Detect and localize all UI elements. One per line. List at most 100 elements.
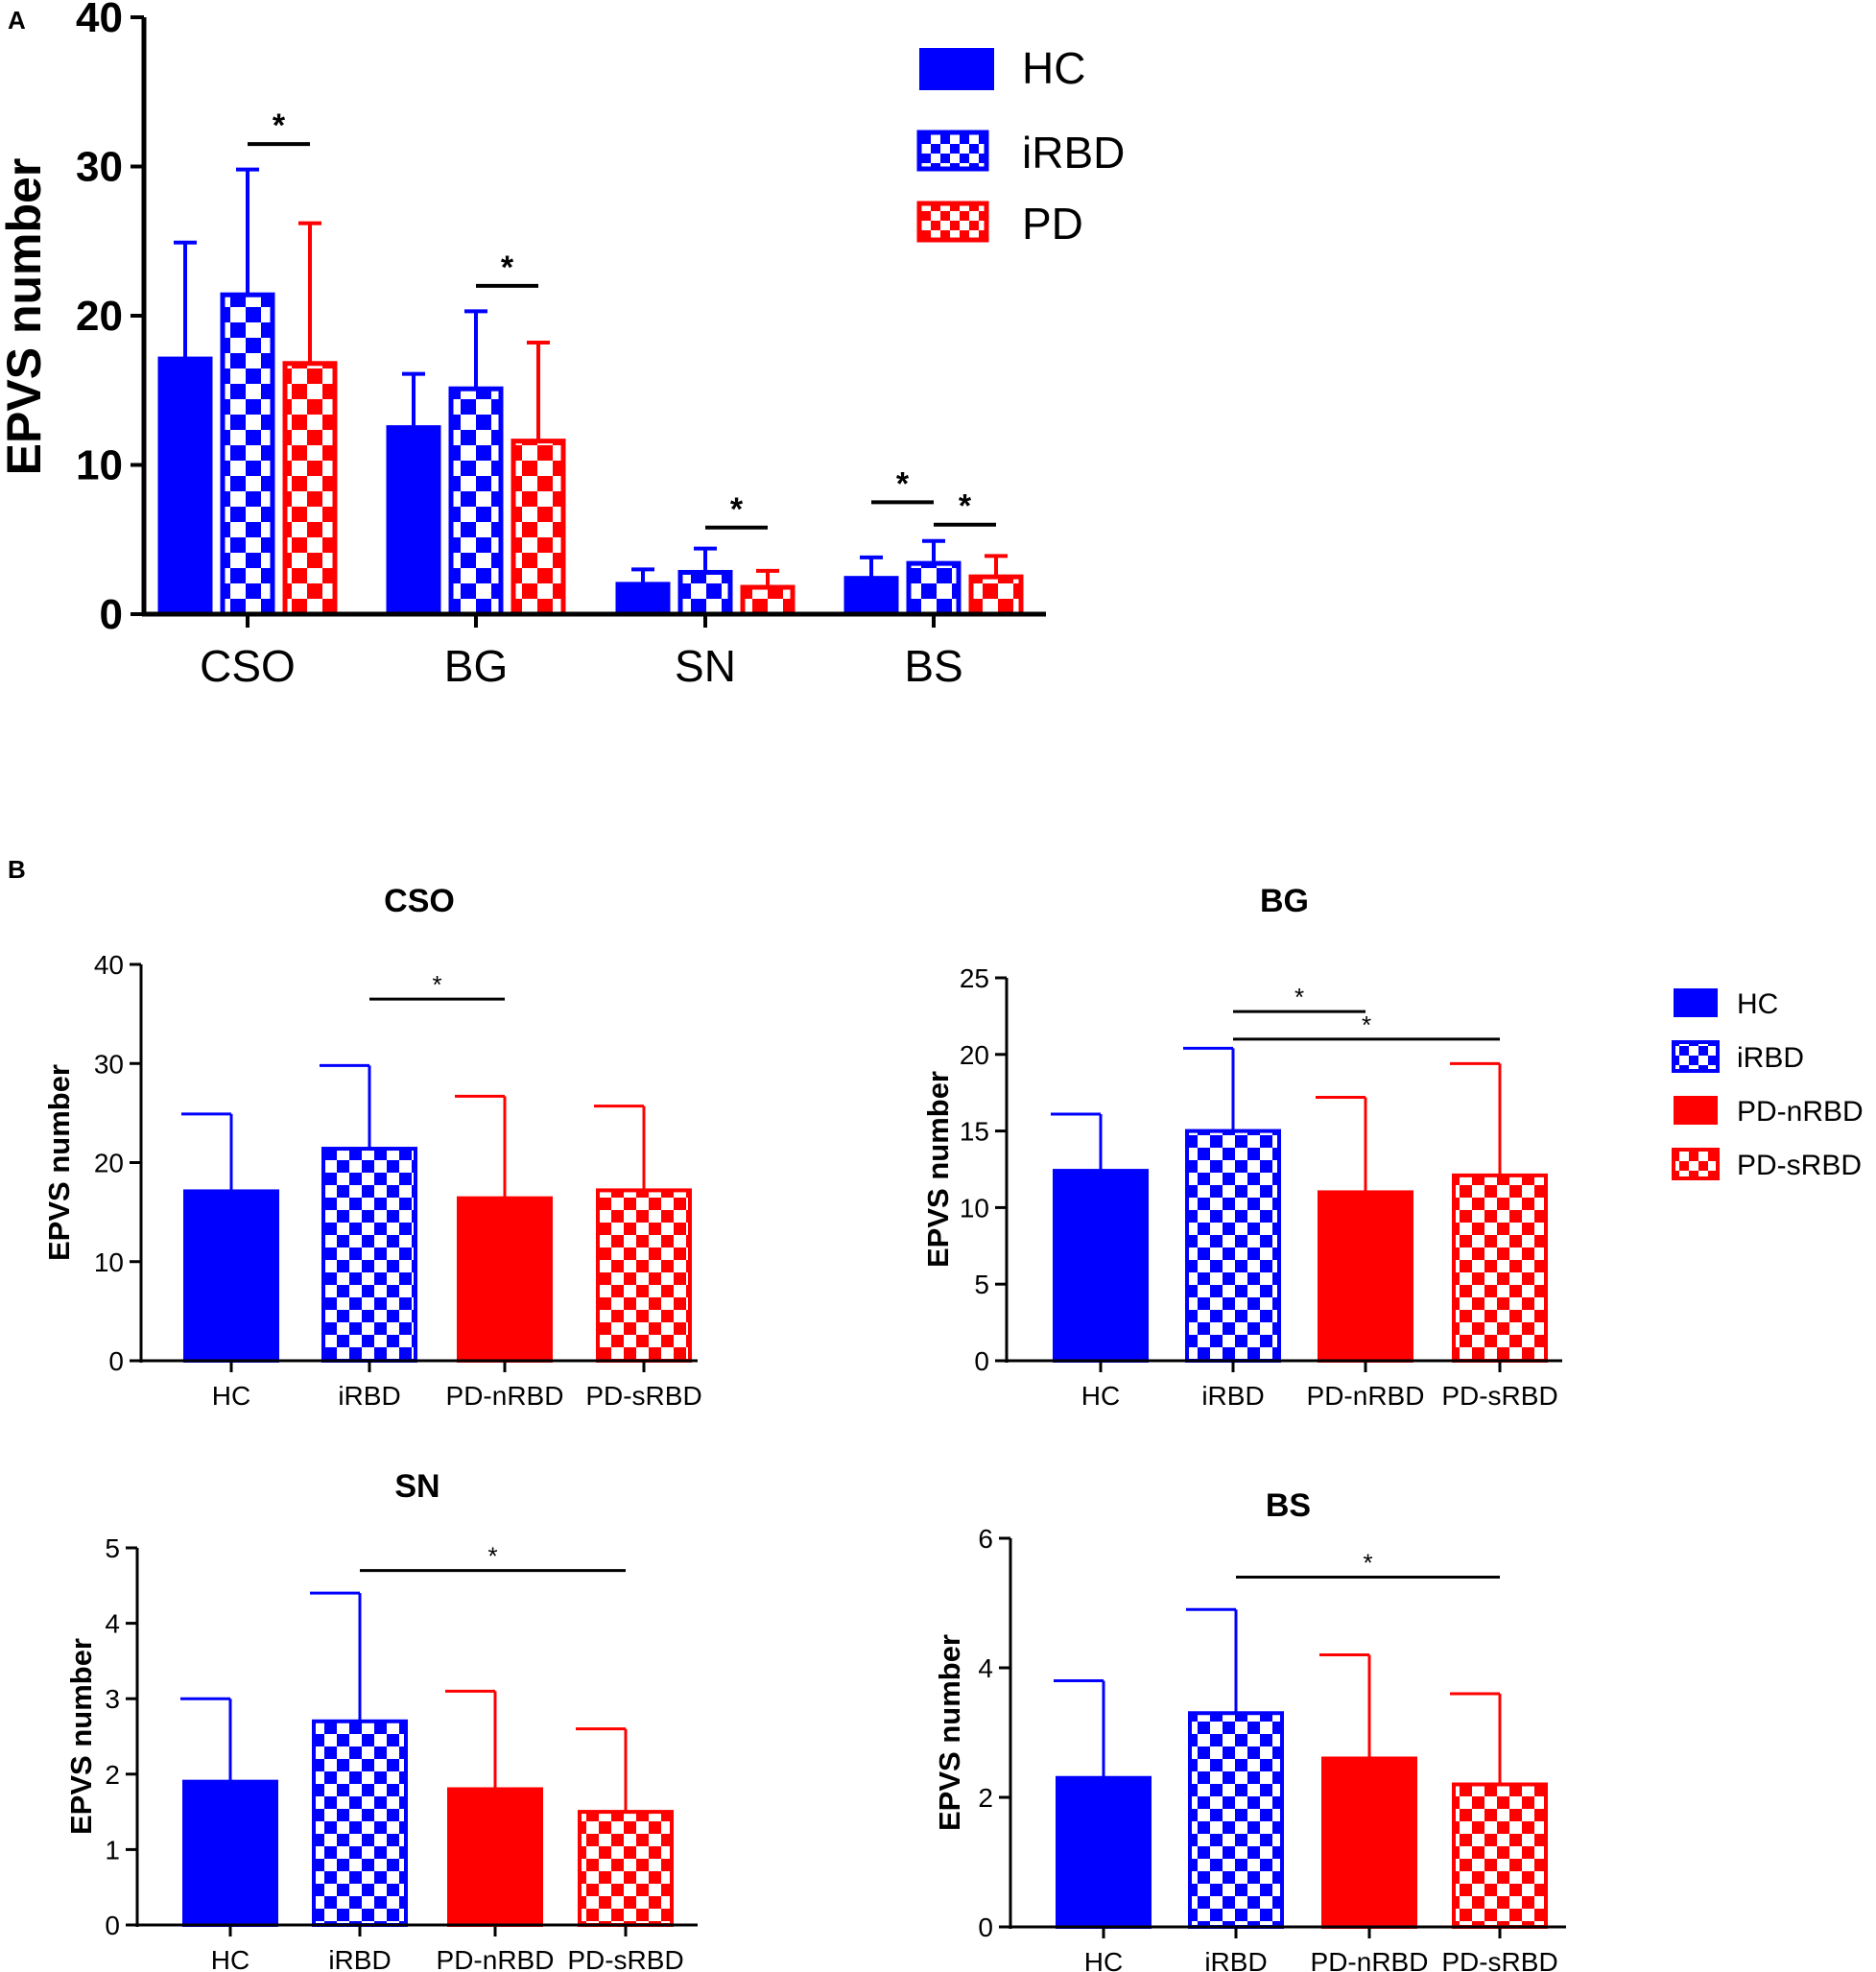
y-tick-label-sn-1: 1 bbox=[105, 1835, 120, 1865]
x-tick-label-sn-hc: HC bbox=[211, 1945, 249, 1972]
bar-bg-pd-nrbd bbox=[1318, 1190, 1413, 1363]
legend-swatch-a-pd bbox=[916, 201, 989, 243]
bar-cso-irbd bbox=[321, 1147, 417, 1364]
y-tick-label-sn-0: 0 bbox=[105, 1911, 120, 1940]
y-tick-label-bg-10: 10 bbox=[960, 1193, 989, 1223]
legend-swatch-b-irbd bbox=[1672, 1040, 1720, 1073]
bar-cso-pd-nrbd bbox=[457, 1196, 553, 1364]
bar-sn-hc bbox=[182, 1779, 278, 1928]
bar-sn-pd-srbd bbox=[578, 1810, 674, 1927]
legend-label-a-irbd: iRBD bbox=[1022, 128, 1125, 178]
bar-a-bs-hc bbox=[843, 576, 899, 617]
significance-star-a-2: * bbox=[730, 491, 744, 528]
x-tick-label-cso-irbd: iRBD bbox=[338, 1381, 400, 1411]
y-tick-label-bg-0: 0 bbox=[974, 1346, 989, 1376]
chart-panel-b-sn: * 0 1 2 3 4 5 HC iRBD PD-nRBD PD-sRBD SN EPVS number bbox=[64, 1468, 698, 1972]
significance-star-a-3: * bbox=[896, 465, 910, 502]
legend-swatch-a-irbd bbox=[916, 130, 989, 172]
x-tick-label-sn-irbd: iRBD bbox=[328, 1945, 391, 1972]
x-tick-label-bg-pd-srbd: PD-sRBD bbox=[1441, 1381, 1557, 1411]
bar-a-bg-pd bbox=[511, 439, 566, 617]
y-axis-label-cso: EPVS number bbox=[42, 1064, 76, 1261]
legend-label-b-hc: HC bbox=[1737, 988, 1778, 1020]
y-tick-label-a-10: 10 bbox=[76, 442, 123, 489]
bar-a-bs-pd bbox=[968, 574, 1024, 617]
y-tick-label-cso-30: 30 bbox=[94, 1049, 124, 1079]
y-axis-label-bs: EPVS number bbox=[933, 1634, 966, 1831]
y-tick-label-bs-2: 2 bbox=[978, 1783, 993, 1813]
x-tick-label-cso-hc: HC bbox=[212, 1381, 250, 1411]
y-axis-label-a: EPVS number bbox=[0, 158, 51, 476]
significance-star-a-1: * bbox=[501, 249, 514, 286]
x-tick-label-a-bg: BG bbox=[444, 641, 508, 691]
y-tick-label-a-0: 0 bbox=[100, 591, 123, 638]
bar-a-bg-hc bbox=[386, 425, 441, 617]
x-tick-label-sn-pd-srbd: PD-sRBD bbox=[567, 1945, 683, 1972]
significance-star-bs-0: * bbox=[1363, 1549, 1372, 1578]
legend-label-a-hc: HC bbox=[1022, 43, 1085, 93]
bar-bg-irbd bbox=[1185, 1129, 1281, 1363]
bar-a-cso-hc bbox=[157, 356, 213, 617]
y-tick-label-bg-15: 15 bbox=[960, 1117, 989, 1147]
significance-star-bg-0: * bbox=[1294, 983, 1304, 1011]
bar-sn-pd-nrbd bbox=[447, 1787, 543, 1928]
x-tick-label-sn-pd-nrbd: PD-nRBD bbox=[437, 1945, 555, 1972]
y-tick-label-sn-2: 2 bbox=[105, 1760, 120, 1790]
legend-label-a-pd: PD bbox=[1022, 199, 1083, 249]
bar-a-sn-pd bbox=[740, 584, 796, 617]
y-axis-label-sn: EPVS number bbox=[64, 1638, 98, 1835]
bar-a-bg-irbd bbox=[448, 386, 504, 617]
legend-panel-a: HC iRBD PD bbox=[916, 43, 1125, 249]
bar-bg-hc bbox=[1053, 1169, 1149, 1363]
legend-swatch-b-pd-nrbd bbox=[1674, 1096, 1718, 1125]
y-tick-label-cso-40: 40 bbox=[94, 950, 124, 980]
legend-label-b-pd-srbd: PD-sRBD bbox=[1737, 1150, 1862, 1181]
bar-a-cso-pd bbox=[282, 361, 338, 617]
y-tick-label-sn-5: 5 bbox=[105, 1533, 120, 1563]
bar-bs-hc bbox=[1056, 1775, 1152, 1929]
x-tick-label-bg-irbd: iRBD bbox=[1201, 1381, 1264, 1411]
bar-a-bs-irbd bbox=[906, 560, 962, 617]
legend-swatch-b-hc bbox=[1674, 988, 1718, 1017]
y-tick-label-bg-5: 5 bbox=[974, 1270, 989, 1299]
bar-bs-pd-srbd bbox=[1452, 1782, 1548, 1929]
legend-swatch-a-hc bbox=[919, 48, 994, 90]
panel-label-a: A bbox=[8, 6, 26, 35]
chart-panel-b-cso: * 0 10 20 30 40 HC iRBD PD-nRBD PD-sRBD CSO EPVS nu… bbox=[42, 883, 702, 1411]
chart-panel-b-bs: * 0 2 4 6 HC iRBD PD-nRBD PD-sRBD BS EPVS number bbox=[933, 1487, 1566, 1972]
x-tick-label-bs-hc: HC bbox=[1084, 1947, 1123, 1972]
x-tick-label-a-bs: BS bbox=[904, 641, 962, 691]
y-tick-label-cso-10: 10 bbox=[94, 1247, 124, 1277]
chart-panel-a: * * * * * 0 10 20 30 40 CSO BG SN BS EPVS number bbox=[0, 0, 1046, 691]
significance-star-a-4: * bbox=[959, 488, 972, 525]
y-tick-label-bs-4: 4 bbox=[978, 1653, 993, 1683]
significance-star-a-0: * bbox=[273, 107, 286, 144]
bar-a-cso-irbd bbox=[220, 292, 275, 617]
bar-cso-hc bbox=[183, 1189, 279, 1363]
bar-a-sn-hc bbox=[615, 582, 671, 617]
y-tick-label-cso-0: 0 bbox=[108, 1346, 124, 1376]
x-tick-label-cso-pd-nrbd: PD-nRBD bbox=[446, 1381, 564, 1411]
x-tick-label-cso-pd-srbd: PD-sRBD bbox=[585, 1381, 701, 1411]
chart-title-bg: BG bbox=[1260, 883, 1309, 919]
y-tick-label-bs-0: 0 bbox=[978, 1913, 993, 1942]
significance-star-sn-0: * bbox=[487, 1542, 497, 1571]
bar-a-sn-irbd bbox=[677, 569, 733, 617]
legend-panel-b: HC iRBD PD-nRBD PD-sRBD bbox=[1672, 988, 1864, 1181]
chart-title-cso: CSO bbox=[384, 883, 455, 919]
x-tick-label-bg-hc: HC bbox=[1081, 1381, 1120, 1411]
y-tick-label-bg-25: 25 bbox=[960, 963, 989, 993]
legend-swatch-b-pd-srbd bbox=[1672, 1148, 1720, 1180]
y-tick-label-a-40: 40 bbox=[76, 0, 123, 41]
bar-bs-pd-nrbd bbox=[1321, 1756, 1417, 1929]
y-tick-label-a-30: 30 bbox=[76, 144, 123, 191]
chart-title-sn: SN bbox=[394, 1468, 439, 1505]
x-tick-label-bs-irbd: iRBD bbox=[1204, 1947, 1267, 1972]
legend-label-b-pd-nrbd: PD-nRBD bbox=[1737, 1096, 1864, 1128]
y-tick-label-sn-3: 3 bbox=[105, 1684, 120, 1714]
x-tick-label-a-cso: CSO bbox=[200, 641, 296, 691]
y-tick-label-sn-4: 4 bbox=[105, 1609, 120, 1639]
bar-cso-pd-srbd bbox=[596, 1188, 692, 1364]
panel-label-b: B bbox=[8, 855, 26, 884]
